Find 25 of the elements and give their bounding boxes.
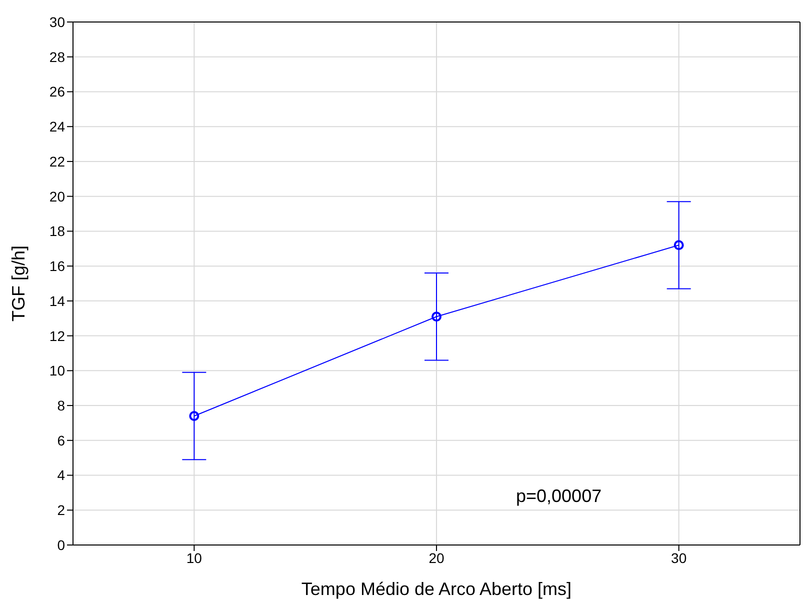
point bbox=[674, 240, 684, 250]
y-tick-label: 14 bbox=[49, 292, 66, 309]
y-tick-label: 4 bbox=[57, 467, 66, 484]
y-tick-label: 24 bbox=[49, 118, 66, 135]
point bbox=[189, 410, 200, 421]
y-tick-label: 30 bbox=[49, 14, 66, 30]
x-tick-label: 10 bbox=[186, 550, 202, 566]
x-tick-label: 30 bbox=[671, 550, 687, 566]
y-tick-label: 8 bbox=[57, 398, 66, 414]
y-axis-title: TGF [g/h] bbox=[8, 245, 28, 322]
x-axis-title: Tempo Médio de Arco Aberto [ms] bbox=[301, 579, 572, 599]
y-tick-label: 18 bbox=[49, 223, 66, 240]
y-tick-label: 20 bbox=[49, 188, 66, 204]
x-tick-label: 20 bbox=[428, 550, 444, 566]
y-tick-label: 12 bbox=[49, 328, 66, 344]
point bbox=[432, 312, 442, 322]
y-tick-label: 6 bbox=[57, 432, 66, 448]
y-tick-label: 28 bbox=[49, 48, 66, 65]
annotation: p=0,00007 bbox=[516, 486, 602, 507]
y-tick-label: 22 bbox=[49, 153, 66, 170]
y-tick-label: 10 bbox=[49, 362, 66, 379]
y-tick-label: 2 bbox=[57, 502, 66, 518]
y-tick-label: 16 bbox=[49, 258, 66, 274]
y-tick-label: 26 bbox=[49, 84, 66, 100]
y-tick-label: 0 bbox=[57, 536, 66, 553]
